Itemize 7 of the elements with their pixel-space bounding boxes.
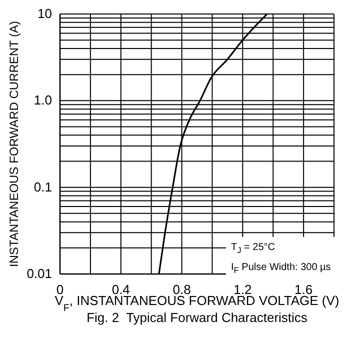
y-tick-label: 1.0: [34, 92, 52, 108]
y-axis-title: INSTANTANEOUS FORWARD CURRENT (A): [7, 20, 21, 268]
y-tick-label: 0.1: [34, 179, 52, 194]
annotation: I$_{F}$ Pulse Width: 300 µs: [231, 261, 331, 277]
y-tick-label: 10: [38, 6, 52, 21]
annotation: T$_{J}$ = 25°C: [231, 241, 276, 257]
y-tick-label: 0.01: [26, 266, 52, 281]
